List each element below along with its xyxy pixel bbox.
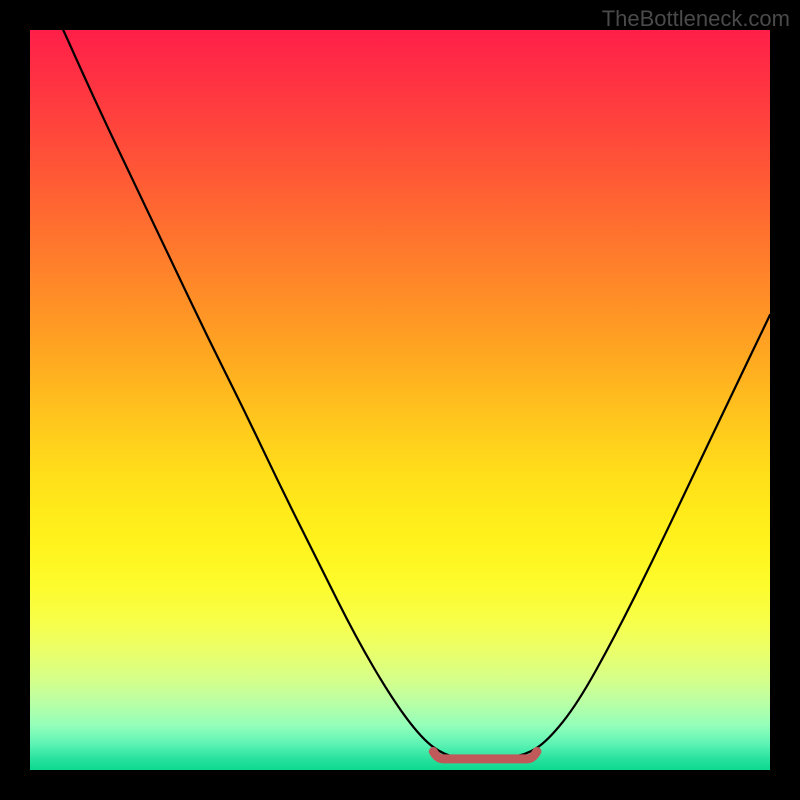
chart-background xyxy=(30,30,770,770)
watermark-text: TheBottleneck.com xyxy=(602,6,790,32)
chart-svg xyxy=(30,30,770,770)
chart-plot-area xyxy=(30,30,770,770)
